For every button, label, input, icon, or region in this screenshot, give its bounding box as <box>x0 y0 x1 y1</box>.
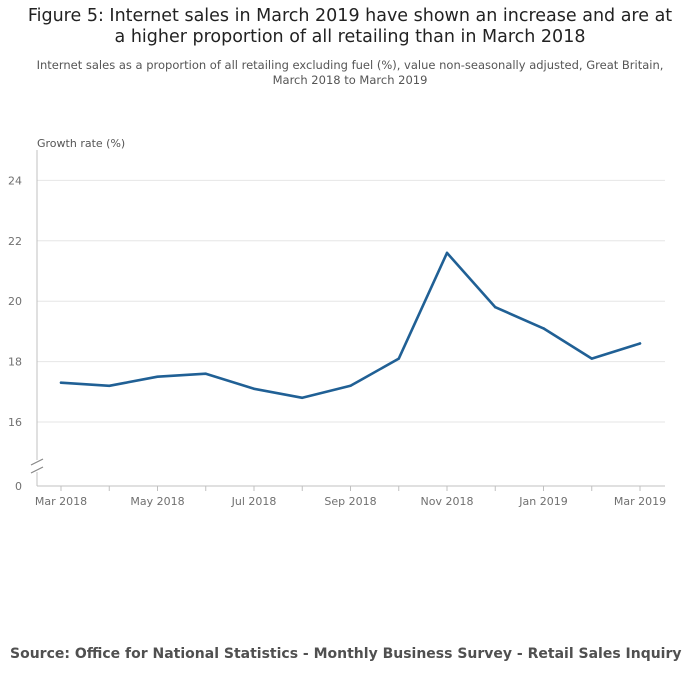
data-point <box>638 342 642 345</box>
axis-break-mark <box>30 458 44 466</box>
data-point <box>542 327 545 330</box>
x-tick-label: Jan 2019 <box>518 495 567 508</box>
data-point <box>156 375 159 378</box>
x-tick-label: Mar 2019 <box>614 495 666 508</box>
y-tick-label-zero: 0 <box>15 480 22 493</box>
data-point <box>301 396 304 400</box>
axis-labels: 16 18 20 22 24 0 Growth rate (%) Mar 2018 May 20… <box>8 137 666 508</box>
line-chart: 16 18 20 22 24 0 Growth rate (%) Mar 2018 May 20… <box>8 137 666 508</box>
x-tick-label: Mar 2018 <box>35 495 87 508</box>
data-point <box>349 384 352 387</box>
chart-title: Figure 5: Internet sales in March 2019 h… <box>27 6 673 47</box>
gridlines <box>37 179 665 423</box>
data-point <box>59 381 63 384</box>
data-point <box>397 357 400 360</box>
x-tick-label: Nov 2018 <box>421 495 474 508</box>
source-note: Source: Office for National Statistics -… <box>10 646 682 662</box>
data-point <box>204 372 207 375</box>
series-line <box>59 251 642 400</box>
y-tick-label: 22 <box>8 235 22 248</box>
y-tick-label: 24 <box>8 174 22 187</box>
data-point <box>252 387 256 390</box>
y-tick-label: 20 <box>8 295 22 308</box>
y-tick-label: 18 <box>8 356 22 369</box>
x-tick-label: May 2018 <box>130 495 184 508</box>
data-point <box>445 251 449 255</box>
axes <box>30 150 665 491</box>
x-tick-label: Sep 2018 <box>324 495 376 508</box>
data-point <box>590 357 593 360</box>
axis-break-mark <box>30 466 44 474</box>
chart-subtitle: Internet sales as a proportion of all re… <box>36 58 664 87</box>
x-tick-label: Jul 2018 <box>231 495 277 508</box>
y-axis-label: Growth rate (%) <box>37 137 125 150</box>
data-point <box>494 306 497 309</box>
series <box>59 251 642 400</box>
y-tick-label: 16 <box>8 416 22 429</box>
data-point <box>108 384 111 387</box>
